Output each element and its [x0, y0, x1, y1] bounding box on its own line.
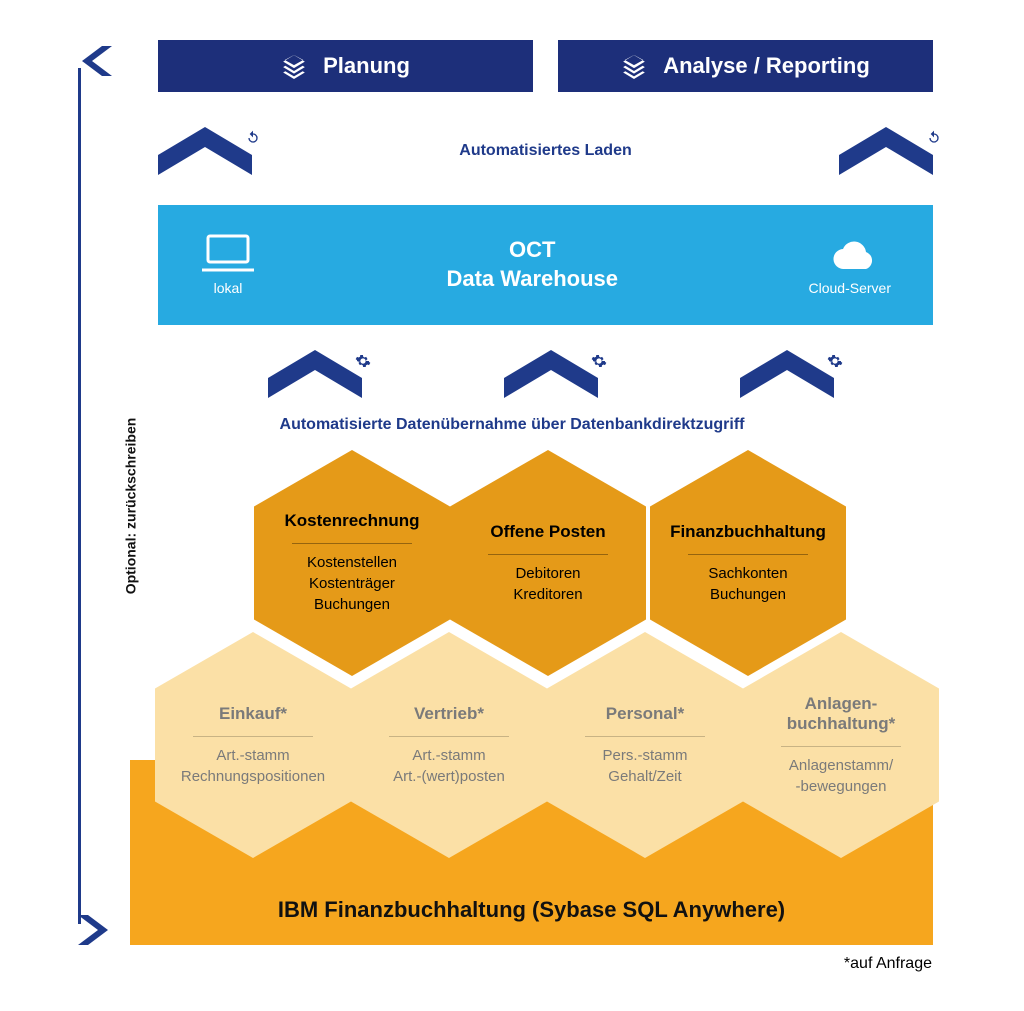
refresh-icon [923, 127, 945, 149]
auto-load-label: Automatisiertes Laden [459, 142, 631, 160]
hex-lines: Debitoren Kreditoren [513, 563, 582, 605]
side-line [78, 68, 81, 924]
hex-title: Anlagen- buchhaltung* [787, 694, 896, 734]
chevron-up-icon [158, 127, 252, 175]
chevron-up-icon [268, 350, 362, 398]
footnote: *auf Anfrage [844, 955, 932, 973]
bottom-label: IBM Finanzbuchhaltung (Sybase SQL Anywhe… [278, 897, 785, 923]
divider [292, 543, 412, 544]
hex-dark: Kostenrechnung Kostenstellen Kostenträger… [254, 450, 450, 676]
divider [488, 554, 608, 555]
chevron-right-icon [78, 915, 112, 945]
hex-lines: Pers.-stamm Gehalt/Zeit [602, 745, 687, 787]
divider [193, 736, 313, 737]
divider [688, 554, 808, 555]
chevron-left-icon [78, 46, 112, 76]
diagram-root: Optional: zurückschreiben Planung Analys… [0, 0, 1024, 1011]
cloud-icon: Cloud-Server [809, 234, 891, 296]
divider [389, 736, 509, 737]
layers-icon [621, 53, 647, 79]
hex-title: Offene Posten [490, 522, 605, 542]
layers-icon [281, 53, 307, 79]
hex-title: Vertrieb* [414, 704, 484, 724]
hex-lines: Sachkonten Buchungen [708, 563, 787, 605]
hex-lines: Art.-stamm Rechnungspositionen [181, 745, 325, 787]
hex-lines: Art.-stamm Art.-(wert)posten [393, 745, 505, 787]
analysis-box: Analyse / Reporting [558, 40, 933, 92]
data-warehouse-box: lokal OCT Data Warehouse Cloud-Server [158, 205, 933, 325]
mid-label: Automatisierte Datenübernahme über Daten… [280, 416, 745, 434]
hex-lines: Anlagenstamm/ -bewegungen [789, 755, 893, 797]
gear-icon [824, 350, 846, 372]
hex-title: Finanzbuchhaltung [670, 522, 826, 542]
hex-title: Kostenrechnung [284, 511, 419, 531]
chevron-up-icon [504, 350, 598, 398]
gear-icon [352, 350, 374, 372]
side-label: Optional: zurückschreiben [122, 417, 138, 594]
hex-lines: Kostenstellen Kostenträger Buchungen [307, 552, 397, 615]
hex-title: Personal* [606, 704, 684, 724]
cloud-label: Cloud-Server [809, 280, 891, 296]
planning-label: Planung [323, 53, 410, 79]
divider [585, 736, 705, 737]
chevron-up-icon [740, 350, 834, 398]
auto-load-row: Automatisiertes Laden [158, 120, 933, 182]
dw-title-line2: Data Warehouse [446, 265, 618, 294]
dw-title-line1: OCT [446, 236, 618, 265]
analysis-label: Analyse / Reporting [663, 53, 870, 79]
refresh-icon [242, 127, 264, 149]
gear-icon [588, 350, 610, 372]
divider [781, 746, 901, 747]
hex-title: Einkauf* [219, 704, 287, 724]
hex-dark: Finanzbuchhaltung Sachkonten Buchungen [650, 450, 846, 676]
mid-chevron-row [268, 350, 834, 400]
chevron-up-icon [839, 127, 933, 175]
hex-dark: Offene Posten Debitoren Kreditoren [450, 450, 646, 676]
planning-box: Planung [158, 40, 533, 92]
laptop-icon: lokal [200, 234, 256, 296]
local-label: lokal [214, 280, 243, 296]
dw-title: OCT Data Warehouse [446, 236, 618, 293]
